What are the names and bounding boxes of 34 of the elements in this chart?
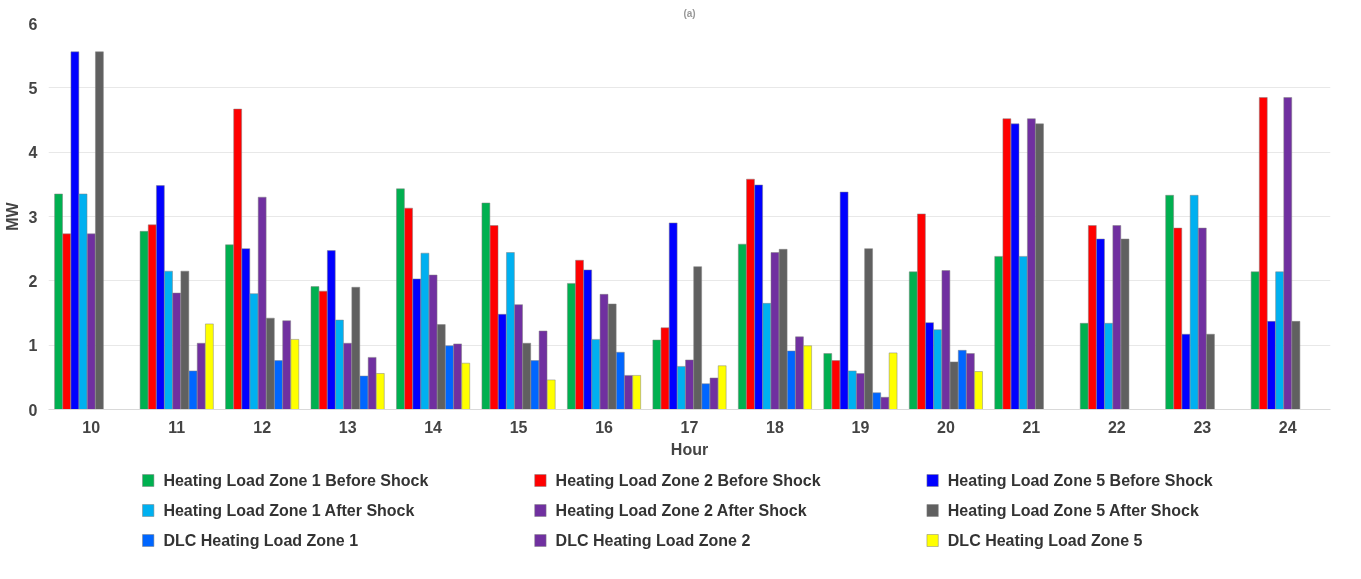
x-tick-label: 18 (766, 418, 784, 436)
legend-label: Heating Load Zone 5 After Shock (947, 502, 1199, 519)
legend-label: Heating Load Zone 2 Before Shock (555, 472, 821, 489)
y-tick-label: 1 (28, 337, 38, 355)
y-axis-title: MW (3, 201, 21, 231)
x-tick-label: 15 (509, 418, 528, 436)
x-tick-label: 13 (338, 418, 357, 436)
x-tick-label: 20 (937, 418, 955, 436)
legend-label: Heating Load Zone 5 Before Shock (947, 472, 1213, 489)
legend-label: Heating Load Zone 1 After Shock (163, 502, 415, 519)
y-tick-label: 3 (28, 208, 38, 226)
legend-label: Heating Load Zone 1 Before Shock (163, 472, 429, 489)
x-tick-label: 21 (1022, 418, 1041, 436)
chart-title: (a) (683, 7, 696, 19)
x-tick-label: 16 (595, 418, 614, 436)
legend-label: DLC Heating Load Zone 1 (163, 532, 359, 549)
x-tick-label: 19 (851, 418, 870, 436)
x-tick-label: 10 (82, 418, 101, 436)
x-axis-title: Hour (670, 440, 709, 458)
x-tick-label: 11 (168, 418, 186, 436)
x-tick-label: 14 (424, 418, 443, 436)
y-tick-label: 2 (28, 272, 38, 290)
legend-label: DLC Heating Load Zone 2 (555, 532, 751, 549)
legend-label: Heating Load Zone 2 After Shock (555, 502, 807, 519)
x-tick-label: 23 (1193, 418, 1212, 436)
legend-label: DLC Heating Load Zone 5 (947, 532, 1143, 549)
y-tick-label: 5 (28, 79, 38, 97)
x-tick-label: 24 (1278, 418, 1297, 436)
x-tick-label: 17 (680, 418, 699, 436)
y-tick-label: 6 (28, 15, 38, 33)
x-tick-label: 12 (253, 418, 272, 436)
y-tick-label: 0 (28, 401, 38, 419)
x-tick-label: 22 (1107, 418, 1126, 436)
y-tick-label: 4 (28, 144, 38, 162)
